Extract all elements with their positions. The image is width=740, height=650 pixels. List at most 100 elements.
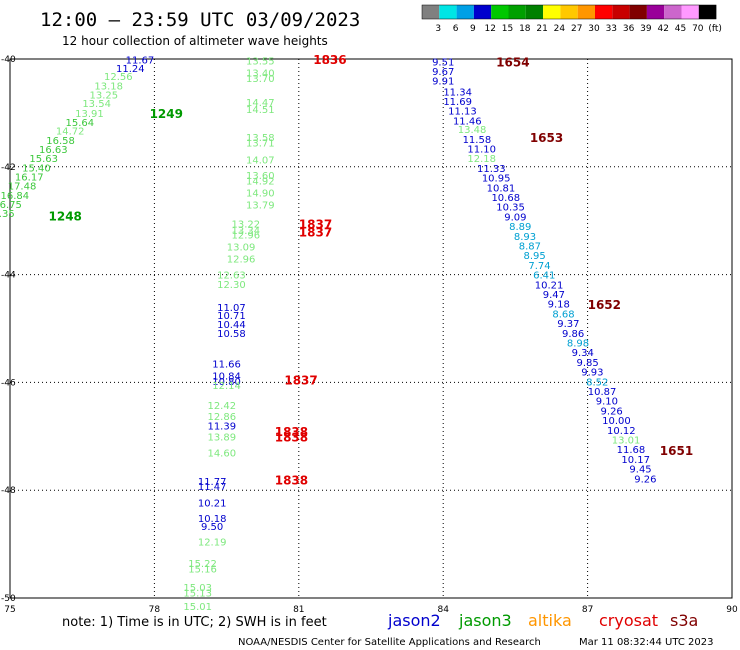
swh-value: 13.25 bbox=[90, 91, 119, 102]
colorbar-label: (ft) bbox=[708, 24, 722, 34]
swh-value: 9.26 bbox=[601, 406, 623, 417]
colorbar-swatch bbox=[681, 5, 699, 19]
swh-value: 16.63 bbox=[39, 145, 68, 156]
swh-value: 15.64 bbox=[65, 118, 94, 129]
swh-value: 14.90 bbox=[246, 189, 275, 200]
swh-value: 9.09 bbox=[504, 212, 526, 223]
footer-timestamp: Mar 11 08:32:44 UTC 2023 bbox=[579, 637, 714, 648]
pass-time-label: 1249 bbox=[150, 107, 183, 121]
swh-value: 13.70 bbox=[246, 74, 275, 85]
swh-value: 16.17 bbox=[15, 173, 44, 184]
swh-value: 11.13 bbox=[448, 107, 477, 118]
satellite-jason3: jason3 bbox=[458, 611, 512, 630]
colorbar-swatch bbox=[664, 5, 682, 19]
swh-value: 13.79 bbox=[246, 201, 275, 212]
swh-value: 13.60 bbox=[246, 171, 275, 182]
colorbar-legend: 3 6 9 12 15 18 21 24 27 30 33 36 39 42 45 70 (ft) bbox=[421, 4, 722, 34]
colorbar-label: 6 bbox=[453, 24, 459, 34]
swh-value: 15.22 bbox=[188, 559, 217, 570]
swh-value: 15.01 bbox=[183, 602, 212, 613]
satellite-s3a: s3a bbox=[670, 611, 698, 630]
colorbar-swatch bbox=[543, 5, 561, 19]
swh-value: 12.86 bbox=[207, 412, 236, 423]
swh-value: 10.18 bbox=[198, 514, 227, 525]
swh-value: 16.84 bbox=[0, 191, 29, 202]
pass-time-label: 1654 bbox=[496, 56, 529, 70]
swh-value: 11.77 bbox=[198, 477, 227, 488]
pass-time-label: 1838 bbox=[275, 430, 308, 444]
colorbar-label: 3 bbox=[435, 24, 441, 34]
swh-value: 13.55 bbox=[246, 57, 275, 68]
swh-value: 11.07 bbox=[217, 303, 246, 314]
swh-value: 9.34 bbox=[572, 348, 594, 359]
swh-value: 17.35 bbox=[0, 209, 15, 220]
swh-value: 9.85 bbox=[576, 358, 598, 369]
swh-value: 12.42 bbox=[207, 401, 236, 412]
chart-subtitle: 12 hour collection of altimeter wave hei… bbox=[62, 34, 328, 48]
swh-value: 11.24 bbox=[116, 64, 145, 75]
swh-value: 8.89 bbox=[509, 222, 531, 233]
swh-value: 9.51 bbox=[432, 58, 454, 69]
colorbar-swatch bbox=[422, 5, 440, 19]
colorbar-swatch bbox=[560, 5, 578, 19]
swh-value: 10.68 bbox=[491, 193, 520, 204]
swh-value: 10.58 bbox=[217, 329, 246, 340]
chart-title: 12:00 — 23:59 UTC 03/09/2023 bbox=[40, 9, 360, 31]
swh-value: 9.10 bbox=[596, 397, 618, 408]
colorbar-label: 12 bbox=[484, 24, 495, 34]
colorbar-border bbox=[421, 4, 717, 20]
satellite-altika: altika bbox=[528, 611, 572, 630]
colorbar-swatch bbox=[595, 5, 613, 19]
swh-value: 13.89 bbox=[207, 432, 236, 443]
swh-value: 12.96 bbox=[232, 231, 261, 242]
colorbar-swatch bbox=[629, 5, 647, 19]
pass-time-label: 1248 bbox=[49, 209, 82, 223]
swh-value: 14.92 bbox=[246, 176, 275, 187]
swh-value: 11.10 bbox=[467, 144, 496, 155]
swh-value: 11.66 bbox=[212, 360, 241, 371]
swh-value: 14.60 bbox=[207, 448, 236, 459]
swh-value: 8.98 bbox=[567, 339, 589, 350]
axis-ticks: 75 78 81 84 87 90 -40 -42 -44 -46 -48 -50 bbox=[1, 55, 738, 615]
pass-time-label: 1838 bbox=[275, 425, 308, 439]
swh-value: 13.71 bbox=[246, 139, 275, 150]
swh-value: 9.50 bbox=[201, 522, 223, 533]
swh-value: 10.84 bbox=[212, 371, 241, 382]
swh-value: 15.03 bbox=[183, 583, 212, 594]
pass-time-label: 1837 bbox=[284, 374, 317, 388]
swh-value: 15.40 bbox=[22, 163, 51, 174]
colorbar-label: 33 bbox=[606, 24, 617, 34]
x-tick-label: 87 bbox=[582, 605, 593, 615]
footer-credit: NOAA/NESDIS Center for Satellite Applica… bbox=[238, 637, 541, 648]
swh-value: 10.80 bbox=[212, 377, 241, 388]
swh-value: 11.46 bbox=[453, 116, 482, 127]
swh-value: 13.58 bbox=[246, 133, 275, 144]
colorbar-swatch bbox=[525, 5, 544, 19]
swh-value: 10.21 bbox=[535, 280, 564, 291]
swh-value: 14.72 bbox=[56, 127, 85, 138]
colorbar-swatch bbox=[491, 5, 509, 19]
swh-value: 12.63 bbox=[217, 271, 246, 282]
colorbar-label: 39 bbox=[640, 24, 652, 34]
swh-value: 11.47 bbox=[198, 482, 227, 493]
swh-value: 10.35 bbox=[496, 203, 525, 214]
swh-value: 8.87 bbox=[519, 241, 541, 252]
swh-value: 16.58 bbox=[46, 136, 75, 147]
swh-value: 13.34 bbox=[232, 226, 261, 237]
y-tick-label: -48 bbox=[1, 486, 16, 496]
swh-value: 12.56 bbox=[104, 72, 133, 83]
colorbar-swatch bbox=[456, 5, 474, 19]
swh-value: 12.19 bbox=[198, 537, 227, 548]
swh-value: 13.22 bbox=[232, 219, 261, 230]
colorbar-label: 70 bbox=[692, 24, 704, 34]
swh-value: 7.74 bbox=[528, 261, 550, 272]
colorbar-label: 18 bbox=[519, 24, 531, 34]
colorbar-label: 30 bbox=[588, 24, 600, 34]
x-tick-label: 75 bbox=[4, 605, 15, 615]
colorbar-label: 21 bbox=[536, 24, 547, 34]
swh-value: 13.40 bbox=[246, 68, 275, 79]
swh-value: 11.67 bbox=[126, 56, 155, 67]
pass-time-label: 1838 bbox=[275, 473, 308, 487]
swh-value: 9.86 bbox=[562, 329, 584, 340]
satellite-jason2: jason2 bbox=[387, 611, 441, 630]
